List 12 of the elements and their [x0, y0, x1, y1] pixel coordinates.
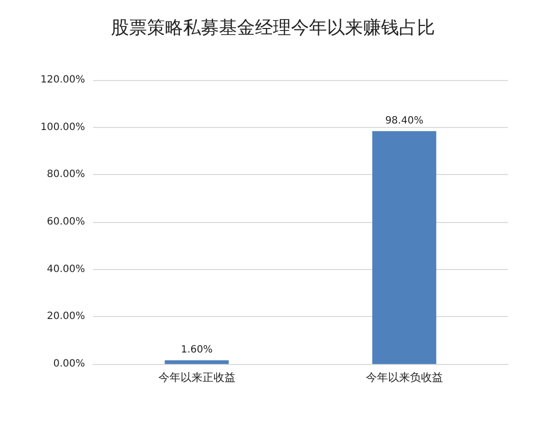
x-tick-label: 今年以来正收益 — [158, 371, 236, 384]
x-tick-label: 今年以来负收益 — [366, 371, 443, 384]
chart-title: 股票策略私募基金经理今年以来赚钱占比 — [111, 18, 435, 38]
data-label: 98.40% — [385, 116, 424, 127]
y-tick-label: 120.00% — [40, 74, 85, 86]
y-tick-label: 20.00% — [46, 311, 85, 322]
data-label: 1.60% — [180, 344, 213, 356]
y-tick-label: 40.00% — [46, 264, 85, 275]
y-tick-label: 100.00% — [40, 122, 85, 133]
y-tick-label: 80.00% — [46, 169, 85, 180]
y-tick-label: 0.00% — [53, 358, 85, 370]
y-tick-label: 60.00% — [46, 216, 85, 228]
